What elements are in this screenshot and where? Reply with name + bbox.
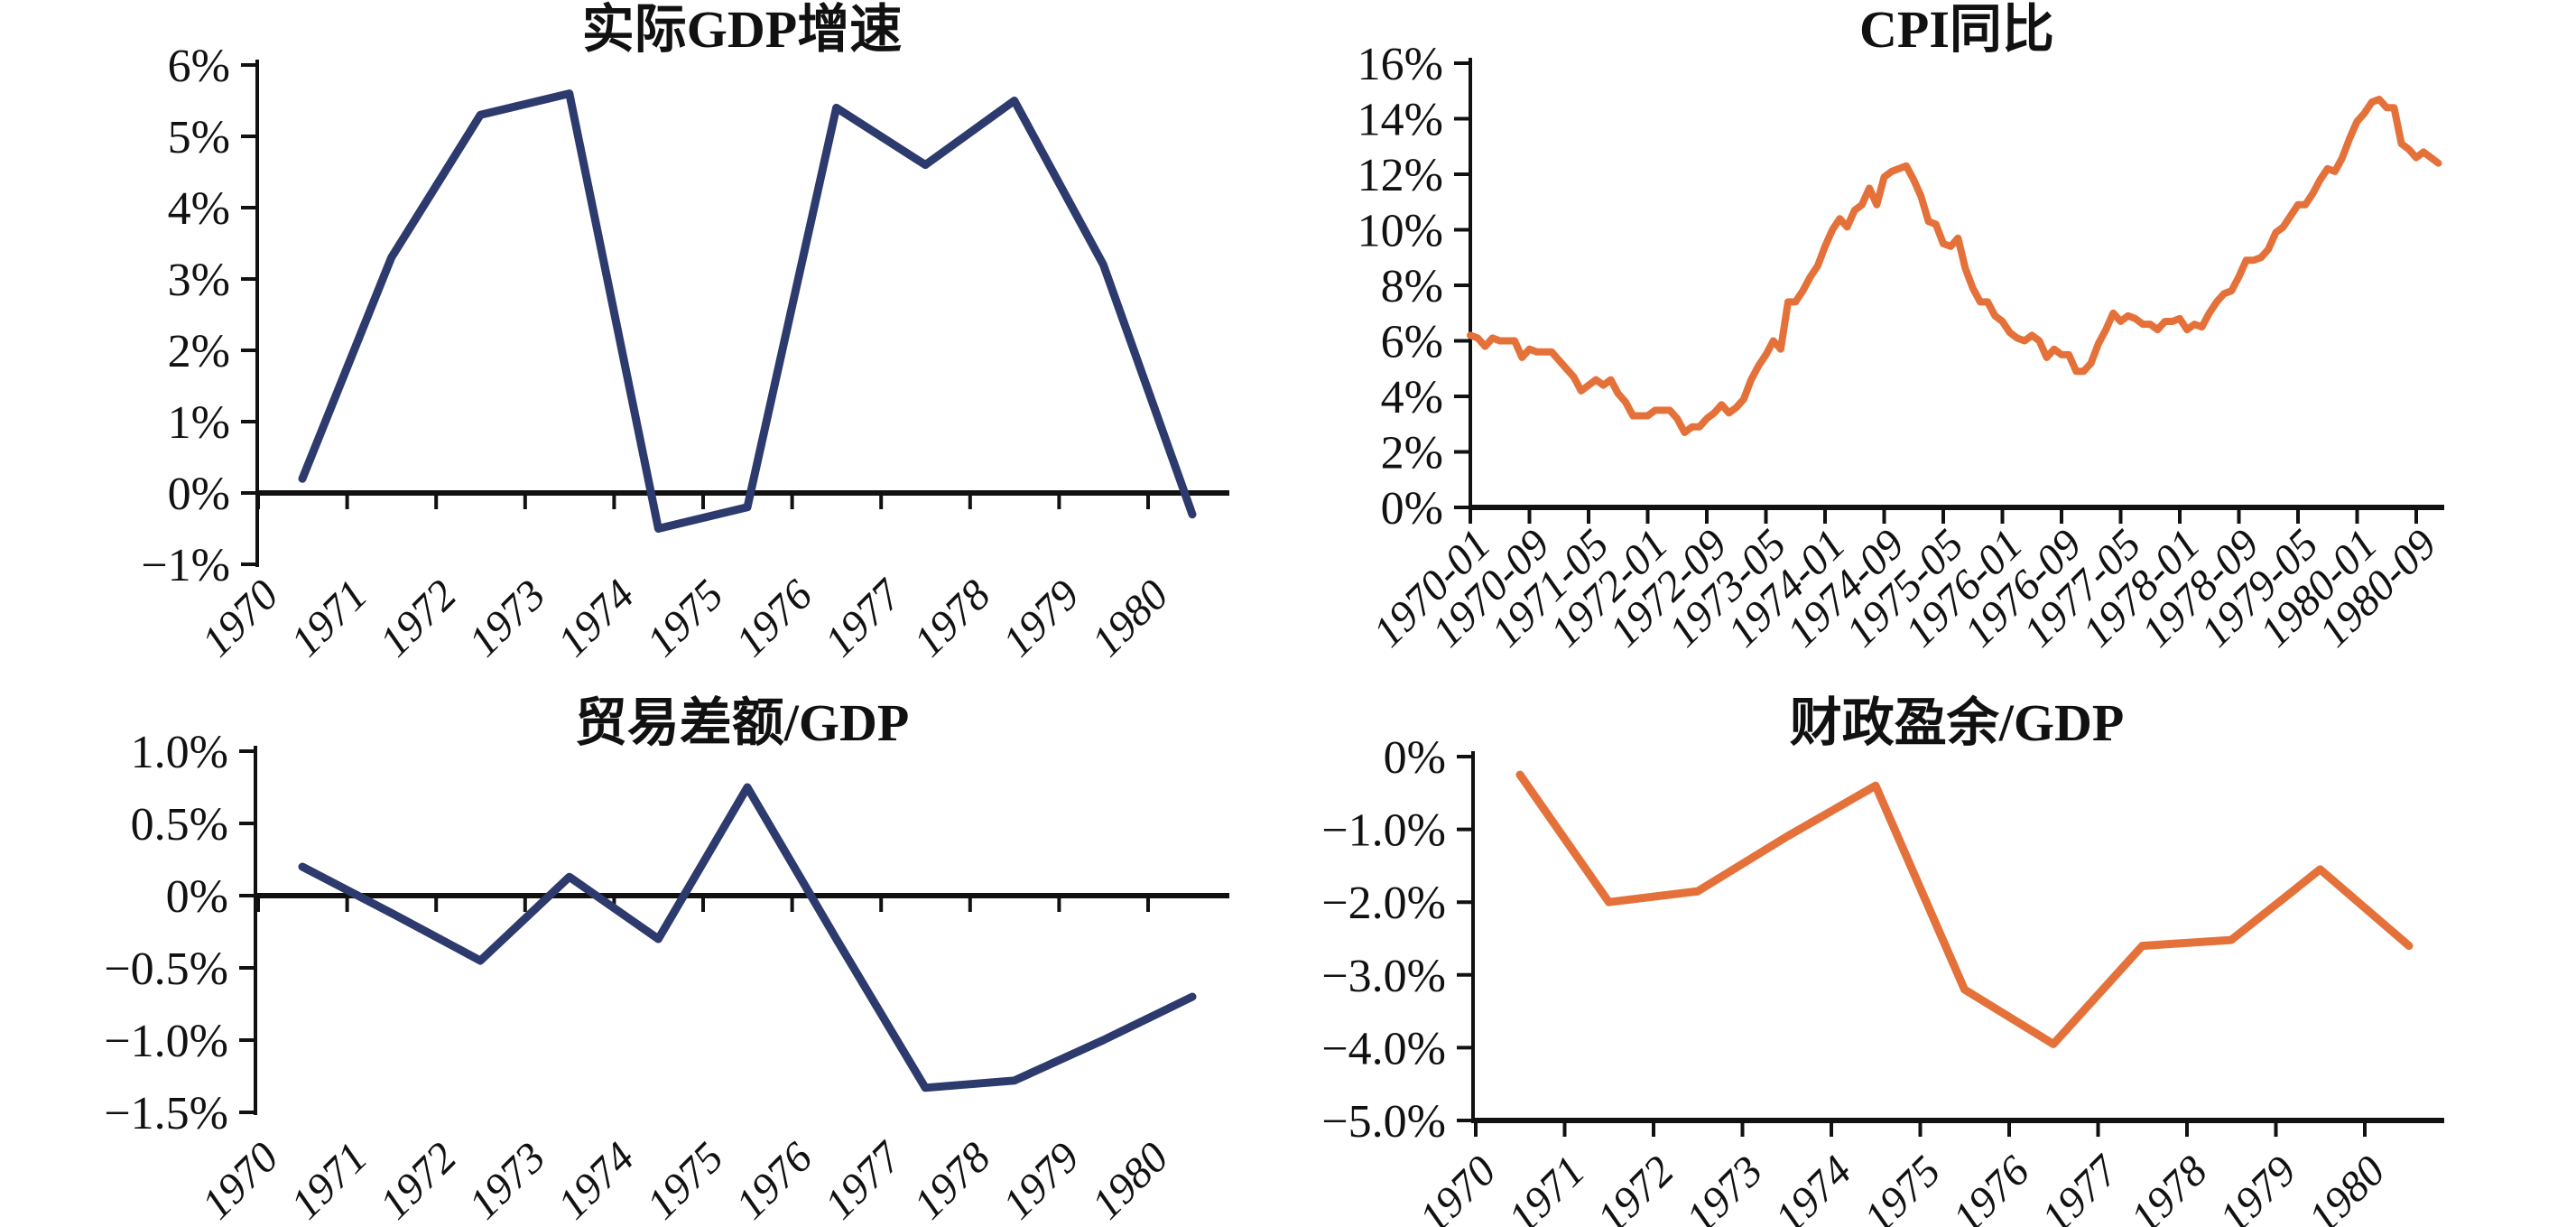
fiscal-surplus-to-gdp-x-tick-label: 1976 bbox=[1943, 1147, 2038, 1227]
fiscal-surplus-to-gdp-x-tick-label: 1972 bbox=[1588, 1147, 1682, 1227]
real-gdp-growth-x-tick-label: 1978 bbox=[904, 571, 999, 665]
fiscal-surplus-to-gdp-x-tick-label: 1971 bbox=[1499, 1147, 1594, 1227]
trade-balance-to-gdp-x-tick-label: 1972 bbox=[371, 1133, 466, 1227]
fiscal-surplus-to-gdp-x-tick-label: 1977 bbox=[2033, 1146, 2129, 1227]
real-gdp-growth-y-tick-label: 0% bbox=[168, 469, 230, 520]
real-gdp-growth-x-tick-label: 1974 bbox=[549, 571, 644, 665]
fiscal-surplus-to-gdp-y-tick-label: 0% bbox=[1384, 732, 1446, 784]
trade-balance-to-gdp-x-tick-label: 1976 bbox=[727, 1133, 821, 1227]
fiscal-surplus-to-gdp-x-tick-label: 1980 bbox=[2299, 1147, 2394, 1227]
real-gdp-growth-x-tick-label: 1973 bbox=[459, 571, 554, 665]
real-gdp-growth-y-tick-label: 2% bbox=[168, 326, 230, 377]
trade-balance-to-gdp-y-tick-label: 0% bbox=[166, 871, 228, 923]
real-gdp-growth-x-tick-label: 1980 bbox=[1082, 571, 1177, 665]
fiscal-surplus-to-gdp-x-tick-label: 1975 bbox=[1855, 1147, 1950, 1227]
chart-title-fiscal-surplus: 财政盈余/GDP bbox=[1790, 693, 2125, 752]
charts-render-root: 6%5%4%3%2%1%0%−1%19701971197219731974197… bbox=[104, 39, 2445, 1227]
cpi-yoy-y-tick-label: 12% bbox=[1357, 150, 1443, 201]
real-gdp-growth-y-tick-label: 1% bbox=[168, 397, 230, 449]
fiscal-surplus-to-gdp-x-tick-label: 1974 bbox=[1765, 1147, 1860, 1227]
fiscal-surplus-to-gdp-y-tick-label: −5.0% bbox=[1321, 1096, 1446, 1148]
trade-balance-to-gdp-x-tick-label: 1979 bbox=[994, 1133, 1089, 1227]
chart-title-trade-balance: 贸易差额/GDP bbox=[575, 693, 910, 752]
trade-balance-to-gdp-x-tick-label: 1975 bbox=[637, 1133, 732, 1227]
fiscal-surplus-to-gdp-x-tick-label: 1970 bbox=[1410, 1147, 1505, 1227]
cpi-yoy-y-tick-label: 6% bbox=[1381, 317, 1443, 368]
trade-balance-to-gdp-y-tick-label: 0.5% bbox=[131, 799, 228, 851]
trade-balance-to-gdp-series-line bbox=[298, 783, 1197, 1092]
fiscal-surplus-to-gdp-series-line bbox=[1515, 770, 2414, 1048]
real-gdp-growth-x-tick-label: 1976 bbox=[727, 571, 821, 665]
trade-balance-to-gdp-x-tick-label: 1980 bbox=[1082, 1133, 1177, 1227]
cpi-yoy-y-tick-label: 8% bbox=[1381, 261, 1443, 312]
trade-balance-to-gdp-x-tick-label: 1977 bbox=[816, 1132, 913, 1227]
trade-balance-to-gdp-x-tick-label: 1974 bbox=[549, 1133, 644, 1227]
cpi-yoy-y-tick-label: 2% bbox=[1381, 428, 1443, 479]
trade-balance-to-gdp-y-tick-label: −0.5% bbox=[104, 943, 228, 995]
cpi-yoy-y-tick-label: 16% bbox=[1357, 39, 1443, 90]
trade-balance-to-gdp-y-tick-label: −1.5% bbox=[104, 1088, 228, 1139]
fiscal-surplus-to-gdp-y-tick-label: −1.0% bbox=[1321, 805, 1446, 857]
fiscal-surplus-to-gdp-y-tick-label: −4.0% bbox=[1321, 1023, 1446, 1074]
trade-balance-to-gdp-y-tick-label: 1.0% bbox=[131, 727, 228, 778]
real-gdp-growth-x-tick-label: 1977 bbox=[816, 570, 913, 666]
chart-title-cpi: CPI同比 bbox=[1859, 0, 2054, 59]
real-gdp-growth-y-tick-label: 6% bbox=[168, 41, 230, 92]
real-gdp-growth-x-tick-label: 1971 bbox=[282, 571, 376, 665]
fiscal-surplus-to-gdp-x-tick-label: 1973 bbox=[1677, 1147, 1772, 1227]
real-gdp-growth-x-tick-label: 1972 bbox=[371, 571, 466, 665]
fiscal-surplus-to-gdp-x-tick-label: 1979 bbox=[2210, 1147, 2305, 1227]
real-gdp-growth-y-tick-label: 4% bbox=[168, 183, 230, 235]
fiscal-surplus-to-gdp-x-tick-label: 1978 bbox=[2121, 1147, 2216, 1227]
real-gdp-growth-y-tick-label: −1% bbox=[141, 540, 230, 591]
real-gdp-growth-x-tick-label: 1979 bbox=[994, 571, 1089, 665]
fiscal-surplus-to-gdp-y-tick-label: −2.0% bbox=[1321, 878, 1446, 929]
trade-balance-to-gdp-y-tick-label: −1.0% bbox=[104, 1016, 228, 1067]
cpi-yoy-y-tick-label: 4% bbox=[1381, 372, 1443, 423]
real-gdp-growth-y-tick-label: 3% bbox=[168, 255, 230, 306]
trade-balance-to-gdp-x-tick-label: 1978 bbox=[904, 1133, 999, 1227]
trade-balance-to-gdp-x-tick-label: 1973 bbox=[459, 1133, 554, 1227]
real-gdp-growth-series-line bbox=[298, 89, 1197, 533]
real-gdp-growth-y-tick-label: 5% bbox=[168, 112, 230, 163]
trade-balance-to-gdp-x-tick-label: 1971 bbox=[282, 1133, 376, 1227]
cpi-yoy-y-tick-label: 0% bbox=[1381, 483, 1443, 534]
cpi-yoy-y-tick-label: 10% bbox=[1357, 206, 1443, 257]
fiscal-surplus-to-gdp-y-tick-label: −3.0% bbox=[1321, 951, 1446, 1002]
real-gdp-growth-x-tick-label: 1975 bbox=[637, 571, 732, 665]
trade-balance-to-gdp-x-tick-label: 1970 bbox=[192, 1133, 287, 1227]
cpi-yoy-y-tick-label: 14% bbox=[1357, 95, 1443, 146]
cpi-yoy-series-line bbox=[1467, 96, 2442, 436]
chart-title-real-gdp: 实际GDP增速 bbox=[582, 0, 902, 59]
